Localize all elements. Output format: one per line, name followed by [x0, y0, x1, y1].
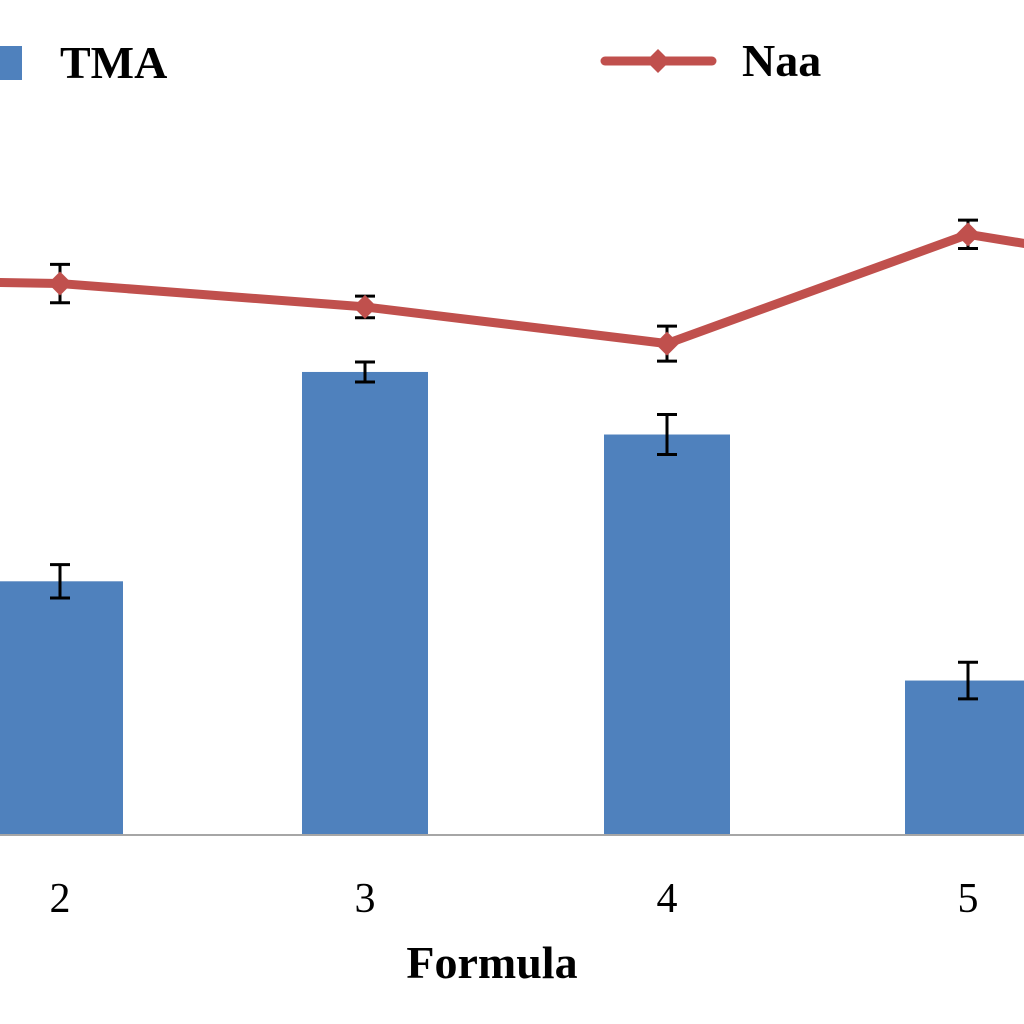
line-naa — [0, 229, 1024, 349]
x-tick-label-4: 4 — [657, 876, 678, 922]
bar-tma-5 — [905, 680, 1024, 834]
x-tick-label-3: 3 — [355, 876, 376, 922]
line-layer — [0, 218, 1024, 363]
x-tick-label-2: 2 — [50, 876, 71, 922]
error-bar-tma-2 — [50, 563, 70, 600]
legend: TMA Naa — [0, 35, 821, 88]
error-bar-tma-5 — [958, 660, 978, 701]
point-naa-3 — [353, 294, 377, 319]
error-bar-tma-3 — [355, 360, 375, 384]
x-axis-title: Formula — [406, 937, 577, 988]
x-tick-label-5: 5 — [958, 876, 979, 922]
legend-swatch-naa-marker — [646, 49, 670, 73]
bars-layer — [0, 360, 1024, 834]
legend-label-tma: TMA — [60, 37, 167, 88]
legend-swatch-tma — [0, 46, 22, 80]
bar-tma-2 — [0, 581, 123, 834]
bar-tma-3 — [302, 371, 428, 834]
legend-label-naa: Naa — [742, 35, 821, 86]
point-naa-5 — [956, 222, 980, 247]
x-tick-labels: 2 3 4 5 — [50, 876, 979, 922]
bar-tma-4 — [604, 434, 730, 834]
error-bar-tma-4 — [657, 412, 677, 457]
point-naa-4 — [655, 331, 679, 356]
point-naa-2 — [48, 271, 72, 296]
